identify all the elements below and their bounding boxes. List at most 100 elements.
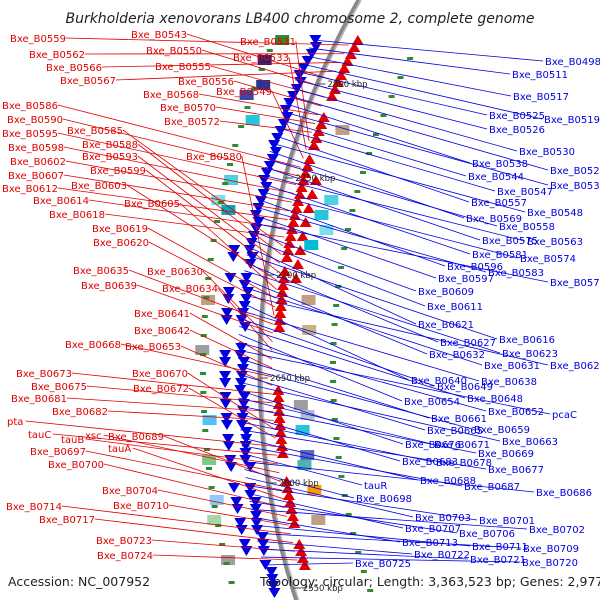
- minus-gene-arrow: [280, 252, 293, 262]
- right-gene-label: Bxe_B0621: [418, 320, 474, 331]
- left-gene-label: Bxe_B0531: [240, 37, 296, 48]
- right-gene-label: Bxe_B0548: [527, 208, 583, 219]
- plus-feature-block: [257, 55, 272, 65]
- minus-gene-arrow: [291, 259, 304, 269]
- plus-gene-arrow: [240, 546, 253, 556]
- plus-gene-arrow: [219, 378, 232, 388]
- plus-feature-tick: [226, 163, 233, 166]
- plus-gene-arrow: [230, 497, 243, 507]
- minus-feature-tick: [333, 304, 340, 307]
- plus-gene-arrow: [266, 574, 279, 584]
- plus-gene-arrow: [240, 427, 253, 437]
- right-connector: [253, 214, 437, 279]
- plus-feature-tick: [215, 524, 222, 527]
- left-connector: [88, 199, 286, 229]
- plus-feature-tick: [200, 391, 207, 394]
- plus-feature-block: [195, 345, 210, 355]
- plus-gene-arrow: [239, 448, 252, 458]
- left-gene-label: Bxe_B0700: [48, 460, 104, 471]
- plus-feature-tick: [207, 258, 214, 261]
- right-connector: [255, 532, 522, 549]
- minus-feature-tick: [345, 228, 352, 231]
- right-connector: [279, 119, 467, 177]
- tick-label: 2550 kbp: [303, 584, 343, 594]
- minus-gene-arrow: [274, 420, 287, 430]
- left-gene-label: Bxe_B0603: [71, 181, 127, 192]
- right-gene-label: Bxe_B0547: [497, 187, 553, 198]
- right-gene-label: Bxe_B0649: [437, 382, 493, 393]
- plus-feature-tick: [203, 296, 210, 299]
- right-connector: [238, 349, 551, 415]
- left-connector: [137, 155, 281, 264]
- minus-gene-arrow: [284, 497, 297, 507]
- left-gene-label: Bxe_B0681: [11, 394, 67, 405]
- left-connector: [61, 505, 291, 535]
- plus-gene-arrow: [222, 441, 235, 451]
- left-connector: [180, 345, 273, 386]
- plus-feature-block: [221, 205, 236, 215]
- left-gene-label: tauC: [28, 430, 51, 441]
- plus-feature-tick: [205, 277, 212, 280]
- plus-gene-arrow: [225, 462, 238, 472]
- plus-gene-arrow: [263, 161, 276, 171]
- right-connector: [237, 365, 473, 430]
- right-gene-label: Bxe_B0574: [520, 254, 576, 265]
- left-connector: [233, 80, 322, 107]
- left-gene-label: Bxe_B0639: [81, 281, 137, 292]
- left-gene-label: Bxe_B0672: [133, 384, 189, 395]
- minus-feature-tick: [338, 475, 345, 478]
- right-gene-label: Bxe_B0702: [529, 525, 585, 536]
- right-gene-label: Bxe_B0575: [482, 236, 538, 247]
- right-gene-label: Bxe_B0557: [471, 198, 527, 209]
- minus-feature-tick: [380, 114, 387, 117]
- left-gene-label: xsc: [85, 431, 102, 442]
- right-connector: [312, 39, 544, 62]
- summary-text: Topology: circular; Length: 3,363,523 bp…: [259, 574, 600, 589]
- minus-gene-arrow: [280, 476, 293, 486]
- plus-feature-block: [245, 115, 260, 125]
- plus-feature-block: [256, 80, 271, 90]
- right-connector: [298, 71, 488, 116]
- minus-feature-tick: [350, 532, 357, 535]
- plus-feature-tick: [251, 87, 258, 90]
- position-ticks: 2800 kbp 2750 kbp 2700 kbp 2650 kbp 2600 kbp…: [260, 80, 368, 594]
- right-connector: [239, 318, 436, 387]
- plus-gene-arrow: [234, 518, 247, 528]
- left-connector: [86, 385, 273, 404]
- plus-feature-tick: [200, 334, 207, 337]
- right-gene-label: Bxe_B0706: [459, 529, 515, 540]
- backbone-arc: [257, 0, 362, 600]
- plus-gene-arrow: [238, 539, 251, 549]
- minus-gene-arrow: [274, 301, 287, 311]
- right-gene-label: Bxe_B0707: [405, 524, 461, 535]
- right-connector: [241, 445, 463, 487]
- left-gene-label: pta: [7, 417, 23, 428]
- plus-gene-arrow: [237, 406, 250, 416]
- left-connector: [66, 397, 274, 413]
- right-connector: [263, 562, 354, 566]
- plus-feature-block: [207, 515, 222, 525]
- plus-gene-arrow: [281, 112, 294, 122]
- minus-feature-tick: [337, 266, 344, 269]
- left-connector: [210, 65, 326, 98]
- left-gene-label: Bxe_B0710: [113, 501, 169, 512]
- plus-gene-arrow: [219, 350, 232, 360]
- right-gene-label: Bxe_B0648: [467, 394, 523, 405]
- right-gene-label: Bxe_B0698: [356, 494, 412, 505]
- minus-gene-arrow: [290, 203, 303, 213]
- right-gene-label: Bxe_B0678: [436, 458, 492, 469]
- plus-gene-arrow: [255, 196, 268, 206]
- minus-feature-block: [295, 425, 310, 435]
- right-gene-label: Bxe_B0609: [418, 287, 474, 298]
- left-gene-label: Bxe_B0556: [178, 77, 234, 88]
- left-gene-label: Bxe_B0714: [6, 502, 62, 513]
- right-gene-label: Bxe_B0661: [431, 414, 487, 425]
- right-connector: [239, 413, 401, 462]
- left-gene-label: Bxe_B0670: [132, 369, 188, 380]
- minus-gene-arrow: [285, 504, 298, 514]
- plus-gene-arrow: [234, 385, 247, 395]
- minus-gene-arrow: [293, 189, 306, 199]
- minus-gene-arrow: [273, 322, 286, 332]
- minus-feature-tick: [372, 133, 379, 136]
- minus-feature-block: [300, 450, 315, 460]
